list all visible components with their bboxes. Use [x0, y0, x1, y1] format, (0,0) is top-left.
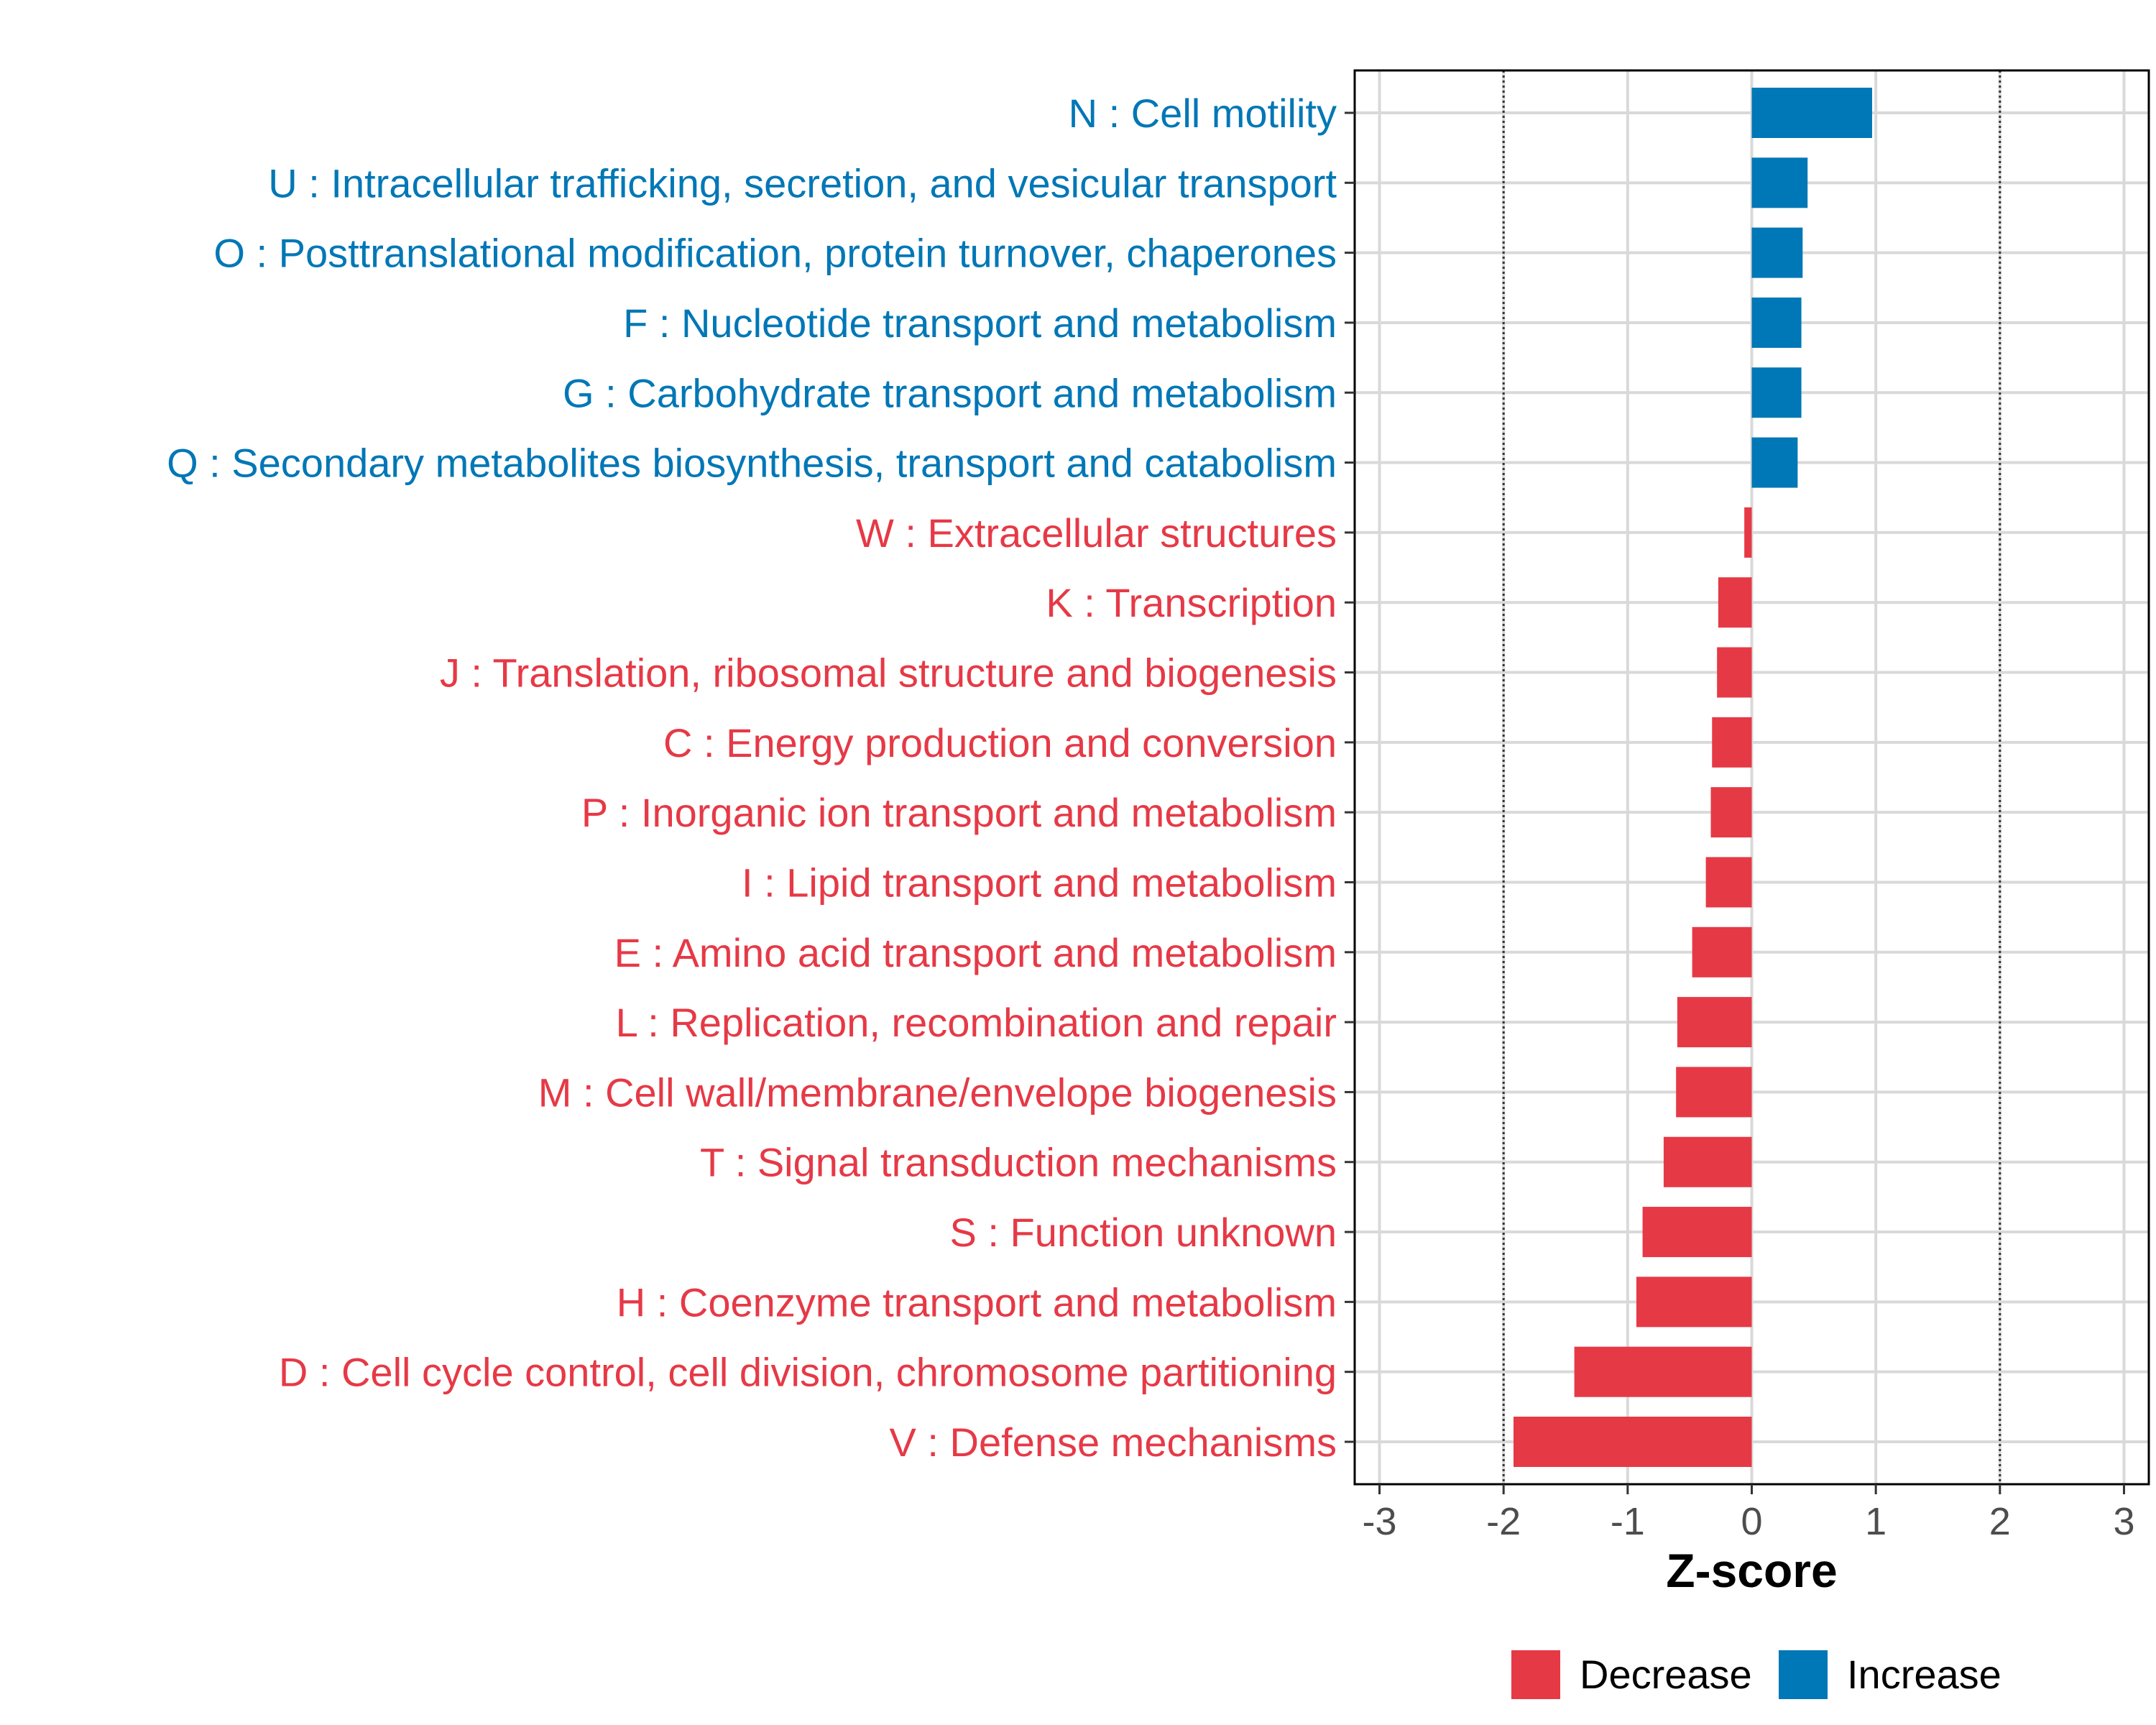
category-label-6: W : Extracellular structures [856, 510, 1337, 556]
category-label-2: O : Posttranslational modification, prot… [213, 231, 1337, 276]
category-label-3: F : Nucleotide transport and metabolism [623, 300, 1337, 346]
bar-5 [1751, 437, 1798, 488]
x-tick-label-5: 2 [1989, 1500, 2011, 1543]
bar-11 [1705, 857, 1752, 908]
legend: Decrease Increase [1511, 1650, 2001, 1699]
bar-18 [1574, 1346, 1752, 1397]
legend-swatch-increase [1779, 1650, 1828, 1699]
category-label-13: L : Replication, recombination and repai… [616, 1000, 1337, 1045]
bar-6 [1744, 507, 1752, 558]
bar-10 [1710, 787, 1752, 838]
category-label-4: G : Carbohydrate transport and metabolis… [563, 370, 1337, 415]
category-label-14: M : Cell wall/membrane/envelope biogenes… [538, 1070, 1337, 1115]
category-label-17: H : Coenzyme transport and metabolism [617, 1279, 1337, 1325]
category-label-0: N : Cell motility [1069, 91, 1337, 136]
x-tick-label-2: -1 [1611, 1500, 1645, 1543]
x-tick-label-3: 0 [1741, 1500, 1762, 1543]
bar-14 [1676, 1067, 1752, 1118]
bar-0 [1751, 88, 1872, 138]
legend-label-increase: Increase [1847, 1652, 2001, 1697]
y-axis-ticks [1345, 111, 1355, 1443]
category-label-10: P : Inorganic ion transport and metaboli… [581, 790, 1337, 835]
x-axis-title: Z-score [1666, 1544, 1837, 1597]
legend-label-decrease: Decrease [1580, 1652, 1752, 1697]
x-axis-ticks: -3 -2 -1 0 1 2 3 [1363, 1484, 2134, 1543]
category-label-12: E : Amino acid transport and metabolism [614, 930, 1337, 975]
legend-swatch-decrease [1511, 1650, 1560, 1699]
category-label-11: I : Lipid transport and metabolism [742, 860, 1337, 905]
category-label-1: U : Intracellular trafficking, secretion… [268, 160, 1337, 206]
category-labels: N : Cell motility U : Intracellular traff… [167, 91, 1337, 1465]
bar-13 [1677, 997, 1752, 1048]
category-label-19: V : Defense mechanisms [890, 1420, 1337, 1465]
gridlines [1355, 70, 2149, 1484]
bar-7 [1718, 577, 1752, 628]
category-label-18: D : Cell cycle control, cell division, c… [279, 1350, 1337, 1395]
bar-12 [1692, 926, 1752, 978]
bar-3 [1751, 297, 1802, 348]
bars [1514, 88, 1872, 1467]
category-label-7: K : Transcription [1046, 580, 1337, 625]
bar-19 [1514, 1417, 1752, 1467]
bar-4 [1751, 367, 1802, 418]
bar-8 [1717, 647, 1752, 698]
category-label-9: C : Energy production and conversion [663, 720, 1337, 765]
reference-lines [1502, 70, 2001, 1484]
bar-9 [1712, 717, 1752, 768]
category-label-15: T : Signal transduction mechanisms [700, 1140, 1337, 1185]
x-tick-label-4: 1 [1865, 1500, 1886, 1543]
bar-1 [1751, 157, 1808, 208]
x-tick-label-1: -2 [1486, 1500, 1521, 1543]
bar-17 [1636, 1276, 1752, 1328]
bar-16 [1642, 1207, 1752, 1258]
x-tick-label-6: 3 [2113, 1500, 2134, 1543]
category-label-8: J : Translation, ribosomal structure and… [440, 650, 1337, 696]
x-tick-label-0: -3 [1363, 1500, 1397, 1543]
bar-15 [1663, 1136, 1752, 1187]
category-label-5: Q : Secondary metabolites biosynthesis, … [167, 441, 1337, 486]
bar-2 [1751, 227, 1803, 278]
category-label-16: S : Function unknown [949, 1210, 1337, 1255]
